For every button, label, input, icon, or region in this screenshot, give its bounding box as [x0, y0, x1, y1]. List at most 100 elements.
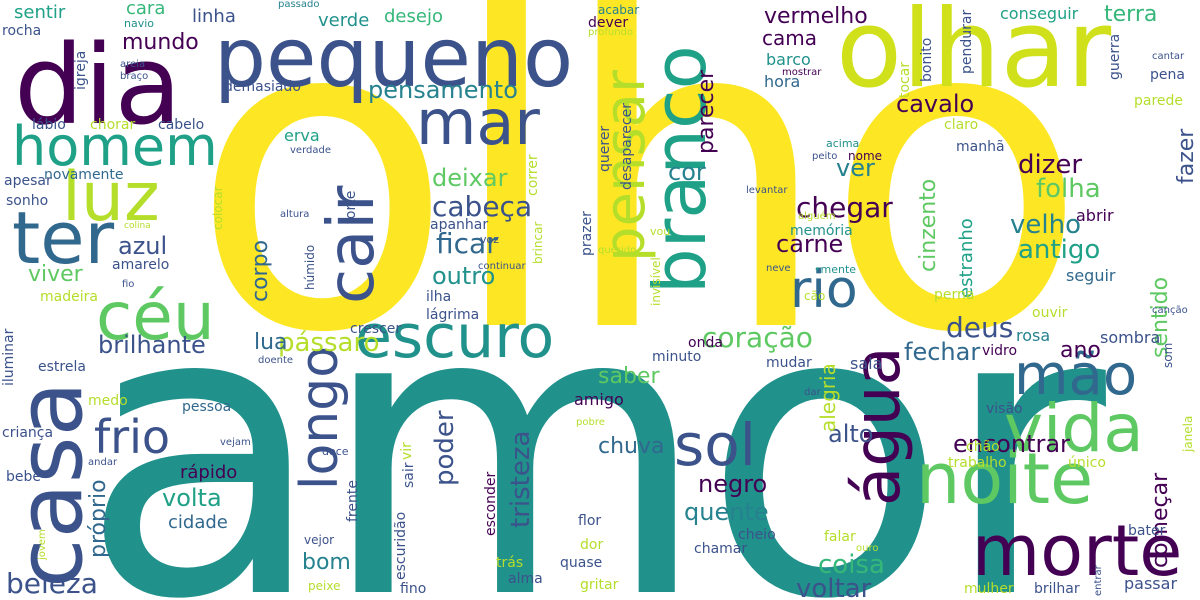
word-chao: chão: [966, 439, 1000, 455]
word-linha: linha: [192, 6, 236, 27]
word-seguir: seguir: [1066, 266, 1116, 285]
word-dar: dar: [804, 387, 821, 398]
word-vou: vou: [650, 225, 671, 238]
word-mente: •mente: [814, 263, 857, 276]
word-claro: claro: [944, 117, 979, 133]
word-estrela: estrela: [38, 359, 86, 375]
word-voz: voz: [480, 233, 500, 246]
word-mulher: mulher: [964, 581, 1014, 597]
word-cabeca: cabeça: [432, 190, 533, 223]
word-neve: neve: [766, 263, 791, 274]
word-lua: lua: [254, 330, 288, 355]
word-cancao: canção: [1152, 305, 1188, 316]
word-apesar: apesar: [4, 173, 52, 189]
word-querer: querer: [597, 125, 613, 172]
word-quase: quase: [560, 555, 603, 571]
word-alegria: alegria: [816, 363, 840, 432]
word-tocar: tocar: [897, 61, 913, 98]
word-madeira: madeira: [40, 289, 98, 305]
word-colocar: colocar: [211, 186, 225, 231]
word-continuar: continuar: [478, 261, 526, 272]
word-cinzento: cinzento: [916, 178, 941, 272]
word-bebe: bebé: [6, 469, 41, 485]
word-jovem: jovem: [37, 529, 48, 560]
word-ter: ter: [12, 196, 115, 280]
word-fechar: fechar: [904, 338, 981, 366]
word-levantar: levantar: [746, 185, 788, 196]
word-crescer: crescer: [350, 321, 402, 337]
word-manha: manhã: [956, 139, 1005, 155]
word-fio: fio: [122, 279, 135, 290]
word-vidro: vidro: [982, 343, 1018, 359]
word-guerra: guerra: [1107, 33, 1123, 80]
word-vejam: vejam: [220, 437, 251, 448]
word-invisivel: invisível: [649, 257, 663, 306]
word-novamente: novamente: [44, 167, 124, 183]
word-vermelho: vermelho: [764, 4, 868, 29]
word-mostrar: mostrar: [782, 67, 822, 78]
word-sonho: sonho: [6, 193, 49, 209]
word-dizer: dizer: [1018, 150, 1083, 180]
word-colina: colina: [124, 221, 151, 231]
word-verdade: verdade: [290, 145, 331, 156]
word-memoria: memória: [790, 223, 853, 239]
word-viver: viver: [28, 262, 83, 287]
word-morte: morte: [972, 510, 1183, 592]
word-flor: flor: [578, 513, 602, 529]
word-cao: cão: [804, 289, 826, 303]
word-cavalo: cavalo: [896, 90, 975, 118]
word-minuto: minuto: [652, 349, 702, 365]
word-correr: correr: [525, 154, 541, 196]
word-proprio: próprio: [86, 479, 111, 558]
word-coracao: coração: [702, 321, 813, 354]
word-chuva: chuva: [598, 434, 665, 459]
word-cheio: cheio: [738, 527, 776, 543]
word-prazer: prazer: [579, 211, 595, 256]
word-rapido: rápido: [180, 462, 238, 483]
word-visao: visão: [986, 401, 1023, 417]
word-parecer: parecer: [694, 69, 719, 154]
word-cama: cama: [762, 26, 817, 50]
word-cantar: cantar: [1152, 51, 1185, 62]
word-amigo: amigo: [574, 390, 624, 409]
word-frio: frio: [94, 410, 171, 464]
word-comecar: começar: [1148, 472, 1173, 568]
word-escuro: escuro: [355, 302, 555, 372]
word-amor: amor: [80, 222, 1106, 600]
word-areia: areia: [120, 59, 146, 70]
word-dia: dia: [14, 21, 182, 149]
word-profundo: profundo: [588, 27, 634, 38]
word-forte: forte: [343, 190, 359, 224]
word-quente: quente: [684, 498, 769, 526]
word-altura: altura: [280, 209, 310, 220]
word-chorar: chorar: [90, 117, 136, 133]
word-sombra: sombra: [1100, 328, 1161, 347]
word-frente: frente: [345, 480, 361, 522]
word-amarelo: amarelo: [112, 257, 170, 273]
word-negro: negro: [698, 470, 768, 498]
word-ano: ano: [1060, 338, 1101, 363]
word-acabar: acabar: [598, 3, 640, 17]
word-homem: homem: [12, 115, 218, 178]
word-cidade: cidade: [168, 512, 228, 533]
word-desejo: desejo: [384, 6, 443, 27]
word-bater: bater: [1128, 523, 1166, 539]
word-sol: sol: [674, 411, 756, 479]
word-olhar: olhar: [836, 0, 1112, 112]
word-rio: rio: [790, 260, 858, 320]
word-medo: medo: [88, 393, 128, 409]
word-chamar: chamar: [694, 541, 748, 557]
word-passaro: pássaro: [278, 328, 380, 358]
word-coisa: coisa: [818, 550, 885, 580]
word-braco: braço: [120, 71, 149, 82]
word-mudar: mudar: [766, 355, 812, 371]
word-navio: navio: [124, 17, 155, 30]
word-longo: longo: [290, 345, 350, 490]
word-umido: húmido: [303, 244, 317, 290]
word-abrir: abrir: [1076, 206, 1114, 225]
word-som: som: [1161, 342, 1175, 368]
word-beleza: beleza: [6, 567, 98, 600]
word-iluminar: iluminar: [1, 328, 17, 386]
word-tristeza: tristeza: [506, 430, 536, 528]
